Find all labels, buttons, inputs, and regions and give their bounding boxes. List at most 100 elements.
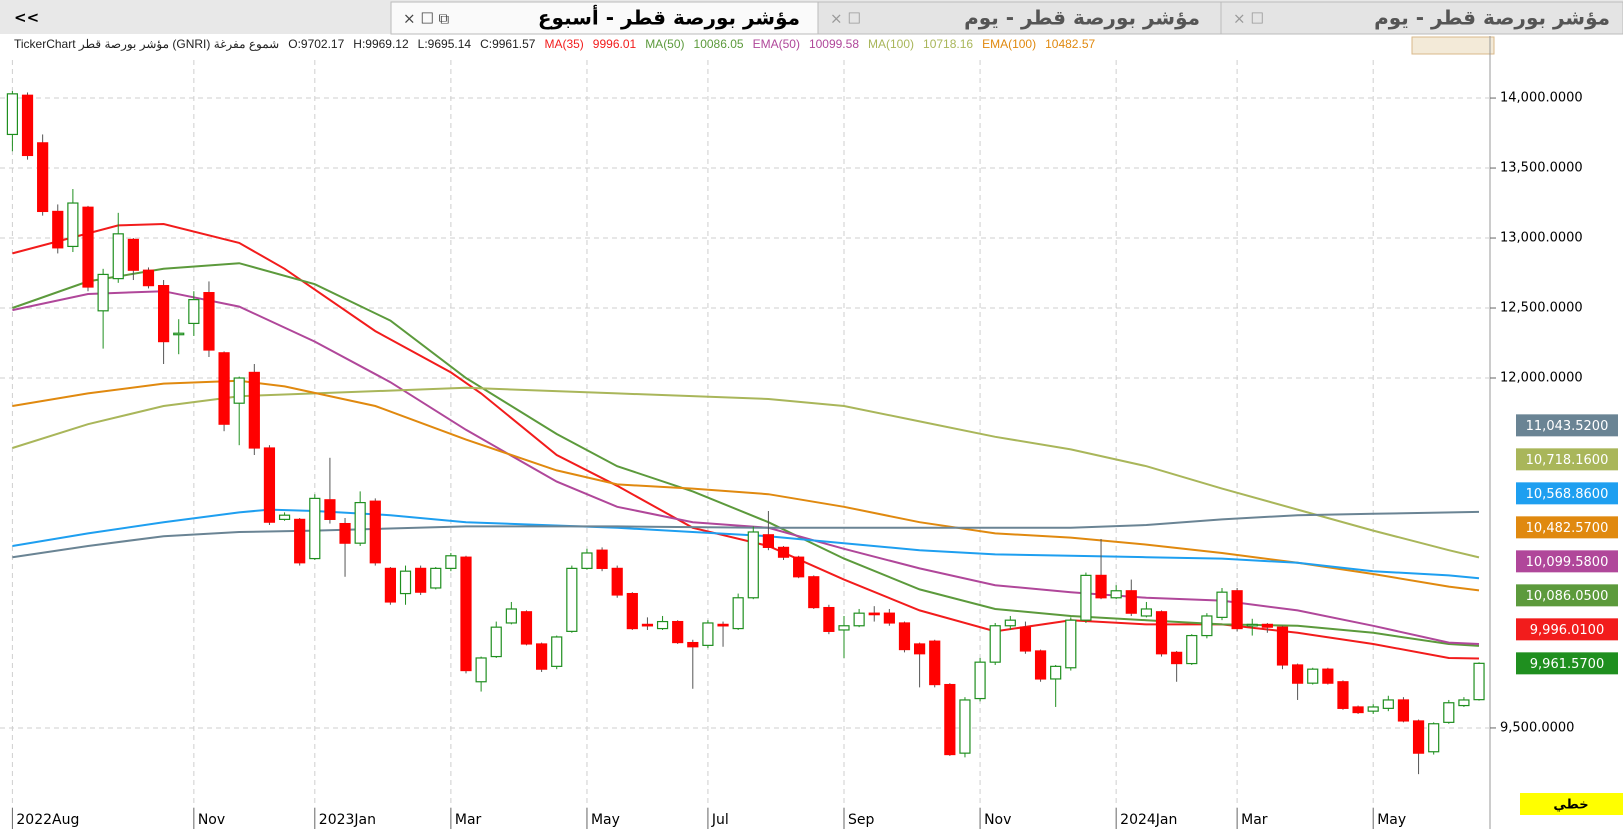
candle-body <box>142 269 155 287</box>
candle-body <box>1397 699 1410 722</box>
candle-body <box>1473 662 1485 701</box>
candle-body <box>1307 668 1319 684</box>
candle-body <box>52 210 64 249</box>
candle-body <box>687 641 699 648</box>
candle-body <box>1140 608 1153 617</box>
x-tick-label: May <box>591 812 620 828</box>
candle-body <box>263 447 276 523</box>
tab-icons[interactable]: × ☐ <box>1233 10 1264 28</box>
tab-icons[interactable]: × ☐ ⧉ <box>403 10 450 28</box>
price-label: 9,961.5700 <box>1530 657 1604 672</box>
candle-body <box>1004 619 1016 627</box>
candle-body <box>808 576 820 609</box>
y-tick-label: 13,000.0000 <box>1500 231 1583 246</box>
tab[interactable] <box>390 1 819 35</box>
candle-body <box>747 531 759 599</box>
x-tick-label: 2024Jan <box>1120 812 1177 828</box>
candle-body <box>173 332 185 336</box>
legend-text: EMA(100) <box>982 37 1037 51</box>
price-label: 10,718.1600 <box>1526 453 1609 468</box>
candle-body <box>1155 611 1168 655</box>
candle-body <box>218 352 230 425</box>
y-tick-label: 13,500.0000 <box>1500 161 1583 176</box>
y-tick-label: 12,000.0000 <box>1500 371 1583 386</box>
legend-text: 9996.01 <box>592 37 637 51</box>
legend-text: 10482.57 <box>1045 37 1096 51</box>
candle-body <box>505 608 517 624</box>
legend-text: C:9961.57 <box>480 37 536 51</box>
candle-body <box>339 522 351 544</box>
x-tick-label: 2022Aug <box>16 812 79 828</box>
candle-body <box>656 620 669 630</box>
indicator-line <box>12 262 1480 647</box>
candle-body <box>793 556 805 578</box>
x-tick-label: Mar <box>455 812 482 828</box>
candle-body <box>823 606 835 632</box>
style-button-label[interactable]: خطي <box>1553 798 1588 813</box>
candle-body <box>1065 619 1077 669</box>
indicator-line <box>12 222 1480 660</box>
tab-title[interactable]: مؤشر بورصة قطر - أسبوع <box>538 4 800 30</box>
price-label: 9,996.0100 <box>1530 623 1604 638</box>
candle-body <box>354 501 366 544</box>
tab-title[interactable]: مؤشر بورصة قطر - يوم <box>964 6 1200 30</box>
candle-body <box>929 640 941 686</box>
candle-body <box>1034 650 1047 680</box>
legend-text: MA(50) <box>645 37 685 51</box>
candle-body <box>1428 723 1440 753</box>
indicator-line <box>12 508 1480 580</box>
collapse-button[interactable]: << <box>14 9 39 27</box>
tab[interactable] <box>1220 1 1623 35</box>
candle-body <box>1110 590 1122 599</box>
price-label: 11,043.5200 <box>1526 419 1609 434</box>
candle-body <box>989 625 1001 663</box>
y-tick-label: 12,500.0000 <box>1500 301 1583 316</box>
candle-body <box>853 612 865 627</box>
tab-title[interactable]: مؤشر بورصة قطر - يوم <box>1374 6 1610 30</box>
candle-body <box>611 567 623 596</box>
candle-body <box>430 567 442 589</box>
candle-body <box>82 206 94 288</box>
candle-body <box>868 612 880 616</box>
candle-body <box>158 285 170 343</box>
candle-body <box>1231 590 1243 630</box>
price-label-bg <box>1516 618 1618 641</box>
legend: TickerChart مؤشر بورصة قطر (GNRI) شموع م… <box>14 37 1104 51</box>
candle-body <box>67 202 79 248</box>
candle-body <box>1382 699 1394 709</box>
candle-body <box>1216 591 1228 618</box>
legend-text: TickerChart مؤشر بورصة قطر (GNRI) شموع م… <box>14 37 280 51</box>
candle-body <box>762 534 775 548</box>
legend-text: 10099.58 <box>808 37 859 51</box>
legend-text: MA(35) <box>544 37 584 51</box>
price-label: 10,482.5700 <box>1526 521 1609 536</box>
price-label-bg <box>1516 584 1618 607</box>
candle-body <box>1261 623 1273 628</box>
toolbar[interactable] <box>1411 36 1495 55</box>
x-tick-label: Jul <box>711 812 729 828</box>
candle-body <box>369 500 381 564</box>
price-label: 10,099.5800 <box>1526 555 1609 570</box>
indicator-line <box>12 379 1480 592</box>
style-button[interactable] <box>1520 793 1623 815</box>
candle-body <box>1201 615 1213 637</box>
y-tick-label: 9,500.0000 <box>1500 720 1574 735</box>
candle-body <box>717 623 729 627</box>
x-tick-label: 2023Jan <box>319 812 376 828</box>
price-label: 10,568.8600 <box>1526 487 1609 502</box>
candle-body <box>1443 702 1455 723</box>
candle-body <box>777 546 790 558</box>
candle-body <box>641 623 654 627</box>
candle-body <box>399 570 412 595</box>
candle-body <box>913 643 926 655</box>
candle-body <box>112 233 124 280</box>
candle-body <box>21 94 34 157</box>
legend-text: 10718.16 <box>923 37 974 51</box>
candle-body <box>672 620 684 644</box>
candle-body <box>384 567 396 603</box>
candle-body <box>127 238 139 271</box>
tab-icons[interactable]: × ☐ <box>830 10 861 28</box>
tab[interactable] <box>817 1 1222 35</box>
candle-body <box>959 699 971 754</box>
